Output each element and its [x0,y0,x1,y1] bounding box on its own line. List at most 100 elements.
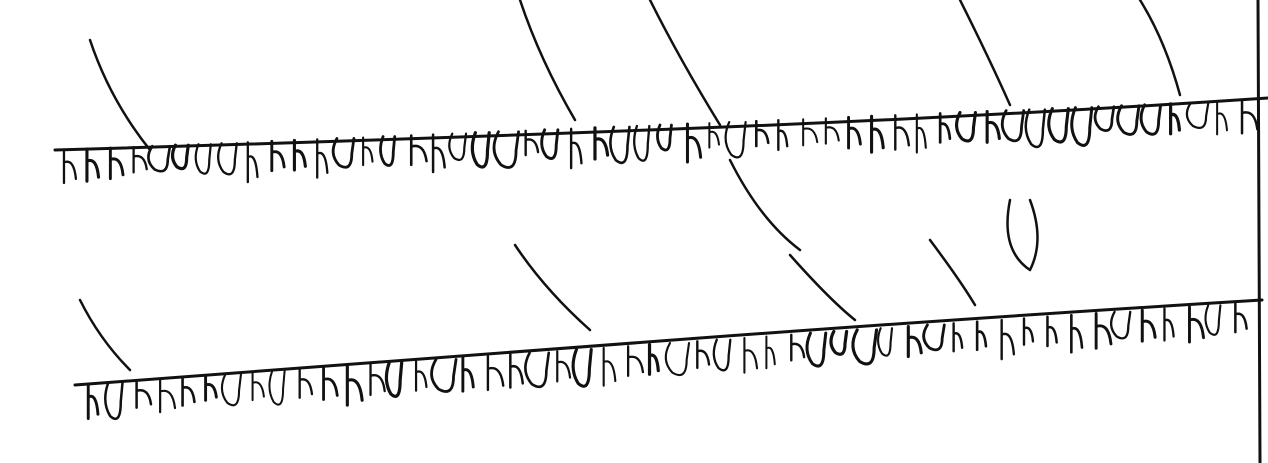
stroke [88,38,152,152]
glyph [955,110,977,143]
stroke [1138,0,1182,97]
stroke [788,253,857,322]
glyph [448,132,468,162]
glyph [159,377,177,414]
glyph [486,354,505,392]
glyph [743,337,759,374]
glyph [194,143,212,175]
glyph [906,325,923,359]
glyph [602,346,617,387]
glyph [685,122,703,164]
glyph [696,340,711,370]
glyph [938,112,952,144]
glyph [633,124,651,162]
stroke [78,298,132,372]
stroke [1006,198,1039,272]
glyph [1093,105,1116,132]
glyph [414,359,428,392]
glyph [894,114,911,151]
glyph [915,113,927,154]
glyph [292,138,307,172]
glyph [461,356,475,393]
glyph [802,118,819,147]
glyph [431,133,446,174]
glyph [851,328,879,366]
glyph [217,142,238,176]
glyph [571,348,593,388]
glyph [362,136,374,167]
glyph [1169,102,1181,136]
glyph [524,129,540,157]
glyph [829,329,849,356]
glyph [975,320,988,352]
stroke [513,243,592,332]
glyph [765,335,776,370]
glyph [1234,302,1248,334]
headline [53,96,1268,152]
glyph [847,115,862,150]
glyph [409,134,428,167]
page-edge [1256,0,1262,463]
glyph [790,333,806,362]
glyph [1000,318,1016,361]
glyph [556,350,572,383]
glyph [593,126,610,161]
glyph [251,371,265,402]
glyph [135,379,153,409]
glyph [1046,315,1058,348]
glyph [708,122,720,149]
glyph [877,327,894,357]
glyph [1000,109,1026,143]
glyph [952,322,964,353]
glyph [824,117,840,145]
glyph [316,138,329,179]
glyph [492,130,520,169]
glyph [85,147,101,183]
glyph [270,139,286,173]
glyph [104,381,124,421]
glyph [1024,108,1047,149]
glyph [220,373,243,407]
glyph [268,369,286,406]
stroke [648,0,722,127]
glyph [724,121,747,159]
glyph [379,135,397,167]
glyph [664,341,691,377]
glyph [1094,312,1113,350]
glyph [62,148,78,185]
glyph [1140,308,1157,343]
glyph [132,145,148,174]
glyph [540,128,560,160]
glyph [805,331,828,368]
glyph [1110,310,1132,340]
glyph [369,363,386,397]
glyph [524,351,551,389]
glyph [712,338,732,372]
glyph [1047,107,1070,144]
glyph [430,358,458,393]
glyph [1070,313,1084,354]
glyph [86,382,100,420]
stroke [958,0,1012,107]
glyph [108,146,125,181]
stroke [928,238,977,307]
glyph [647,343,660,376]
glyph [1022,317,1035,346]
glyph [147,144,172,173]
glyph [1240,99,1259,135]
glyph [777,118,789,152]
glyph [1185,101,1210,130]
glyph [1216,100,1228,136]
stroke [728,158,802,252]
glyph [1139,103,1163,136]
glyph [985,109,1001,144]
glyph [509,353,524,389]
glyph [170,143,190,171]
glyph [246,141,259,184]
glyph [298,368,314,399]
glyph [384,361,404,398]
headline [73,298,1264,387]
